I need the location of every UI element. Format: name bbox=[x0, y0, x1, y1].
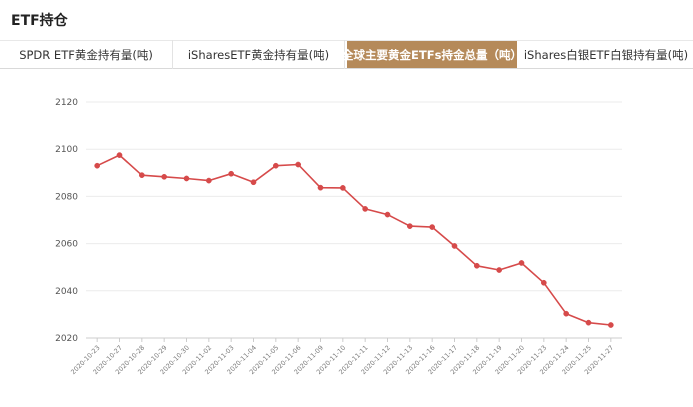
data-point bbox=[518, 260, 525, 266]
data-point bbox=[406, 223, 413, 229]
y-tick-label: 2080 bbox=[55, 192, 78, 202]
data-point bbox=[183, 175, 190, 182]
data-point bbox=[473, 262, 480, 269]
data-point bbox=[384, 211, 391, 218]
data-point bbox=[295, 161, 302, 168]
y-tick-label: 2100 bbox=[55, 145, 78, 155]
y-tick-label: 2060 bbox=[55, 240, 78, 250]
page-title: ETF持仓 bbox=[11, 13, 68, 29]
data-point bbox=[228, 170, 235, 177]
tab-bar: SPDR ETF黄金持有量(吨) iSharesETF黄金持有量(吨) 全球主要… bbox=[0, 40, 693, 69]
data-point bbox=[429, 224, 436, 230]
y-tick-label: 2040 bbox=[55, 287, 78, 297]
tab-spdr-gold[interactable]: SPDR ETF黄金持有量(吨) bbox=[0, 40, 173, 69]
series-line bbox=[96, 154, 611, 326]
data-point bbox=[250, 179, 257, 186]
data-point bbox=[272, 162, 279, 169]
y-tick-label: 2020 bbox=[55, 334, 78, 344]
tab-ishares-gold[interactable]: iSharesETF黄金持有量(吨) bbox=[173, 40, 345, 69]
header: ETF持仓 bbox=[0, 0, 693, 41]
tab-global-gold-etfs[interactable]: 全球主要黄金ETFs持金总量（吨） bbox=[342, 41, 522, 68]
tab-ishares-silver[interactable]: iShares白银ETF白银持有量(吨) bbox=[523, 47, 689, 62]
data-point bbox=[563, 310, 570, 317]
data-point bbox=[339, 185, 346, 191]
data-point bbox=[138, 172, 145, 179]
data-point bbox=[94, 162, 101, 169]
data-point bbox=[607, 322, 614, 328]
line-chart: 2020204020602080210021202020-10-232020-1… bbox=[55, 98, 622, 376]
data-point bbox=[317, 184, 324, 191]
data-point bbox=[451, 243, 458, 249]
y-tick-label: 2120 bbox=[55, 98, 78, 108]
data-point bbox=[205, 177, 212, 184]
data-point bbox=[540, 279, 547, 286]
data-point bbox=[496, 267, 503, 273]
data-point bbox=[161, 173, 168, 180]
data-point bbox=[585, 319, 592, 326]
data-point bbox=[116, 152, 123, 158]
data-point bbox=[362, 206, 369, 212]
